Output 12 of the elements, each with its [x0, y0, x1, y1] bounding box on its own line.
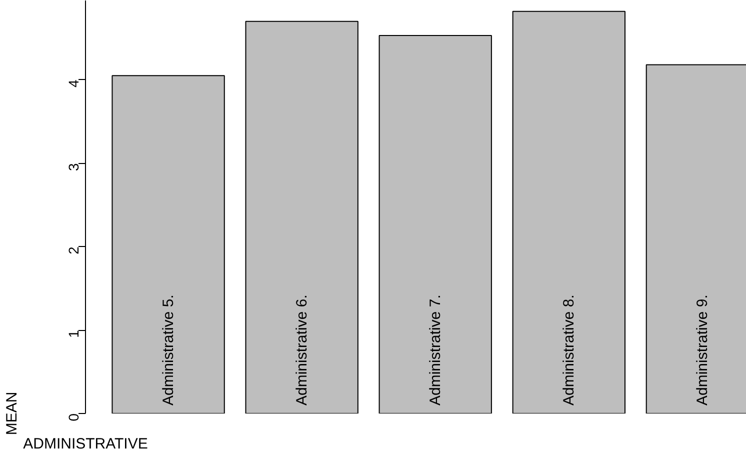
- y-tick-label: 1: [66, 330, 82, 338]
- x-tick-label: Administrative 5.: [160, 294, 177, 406]
- x-tick-label: Administrative 9.: [694, 294, 711, 406]
- y-tick-label: 3: [66, 162, 82, 171]
- x-tick-label: Administrative 6.: [293, 294, 310, 406]
- x-tick-label: Administrative 7.: [426, 294, 444, 406]
- y-axis-title: MEAN: [4, 392, 20, 436]
- x-axis-title: ADMINISTRATIVE: [23, 436, 148, 452]
- y-tick-label: 4: [66, 80, 82, 88]
- x-tick-label: Administrative 8.: [560, 294, 578, 406]
- y-tick-label: 0: [66, 413, 82, 422]
- y-tick-label: 2: [66, 246, 82, 254]
